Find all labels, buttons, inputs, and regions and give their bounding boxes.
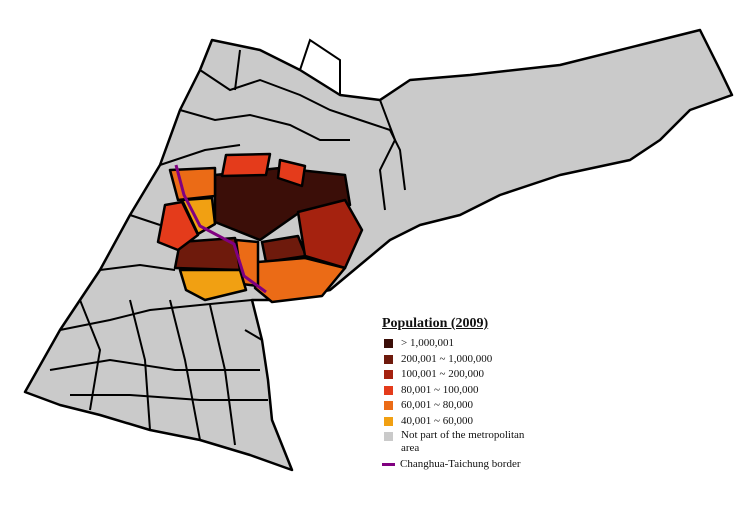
legend-label: > 1,000,001 [401, 337, 454, 349]
legend-item: 40,001 ~ 60,000 [382, 414, 582, 430]
region-60k-80k [168, 166, 217, 202]
legend-item: > 1,000,001 [382, 336, 582, 352]
legend-item: 80,001 ~ 100,000 [382, 383, 582, 399]
region-80k-100k-2 [276, 158, 307, 188]
legend-label: 100,001 ~ 200,000 [401, 368, 484, 380]
swatch [384, 401, 393, 410]
legend-label: Not part of the metropolitan area [401, 429, 525, 454]
region-100k-200k [296, 198, 364, 270]
swatch [384, 370, 393, 379]
legend-item: 100,001 ~ 200,000 [382, 367, 582, 383]
district-borders [49, 38, 406, 446]
legend-label: 40,001 ~ 60,000 [401, 414, 473, 427]
legend-label: 60,001 ~ 80,000 [401, 399, 473, 411]
swatch [384, 416, 393, 426]
legend-label: 80,001 ~ 100,000 [401, 383, 479, 396]
swatch [384, 385, 393, 395]
swatch [384, 339, 393, 348]
region-80k-100k [220, 152, 272, 178]
region-60k-80k-2 [253, 256, 347, 304]
swatch [384, 354, 393, 364]
legend-item: 200,001 ~ 1,000,000 [382, 352, 582, 368]
changhua-taichung-border [174, 164, 267, 294]
border-line-swatch [382, 463, 395, 466]
region-80k-100k-3 [156, 200, 200, 252]
legend-label: 200,001 ~ 1,000,000 [401, 352, 493, 365]
legend-item: 60,001 ~ 80,000 [382, 398, 582, 414]
legend-border-item: Changhua-Taichung border [382, 457, 582, 473]
region-40k-60k-2 [178, 268, 248, 302]
legend-label: Changhua-Taichung border [400, 458, 521, 470]
legend: Population (2009) > 1,000,001 200,001 ~ … [382, 315, 582, 473]
swatch [384, 432, 393, 441]
legend-title: Population (2009) [382, 316, 489, 331]
legend-item: Not part of the metropolitan area [382, 429, 582, 457]
map-outline [23, 28, 734, 472]
